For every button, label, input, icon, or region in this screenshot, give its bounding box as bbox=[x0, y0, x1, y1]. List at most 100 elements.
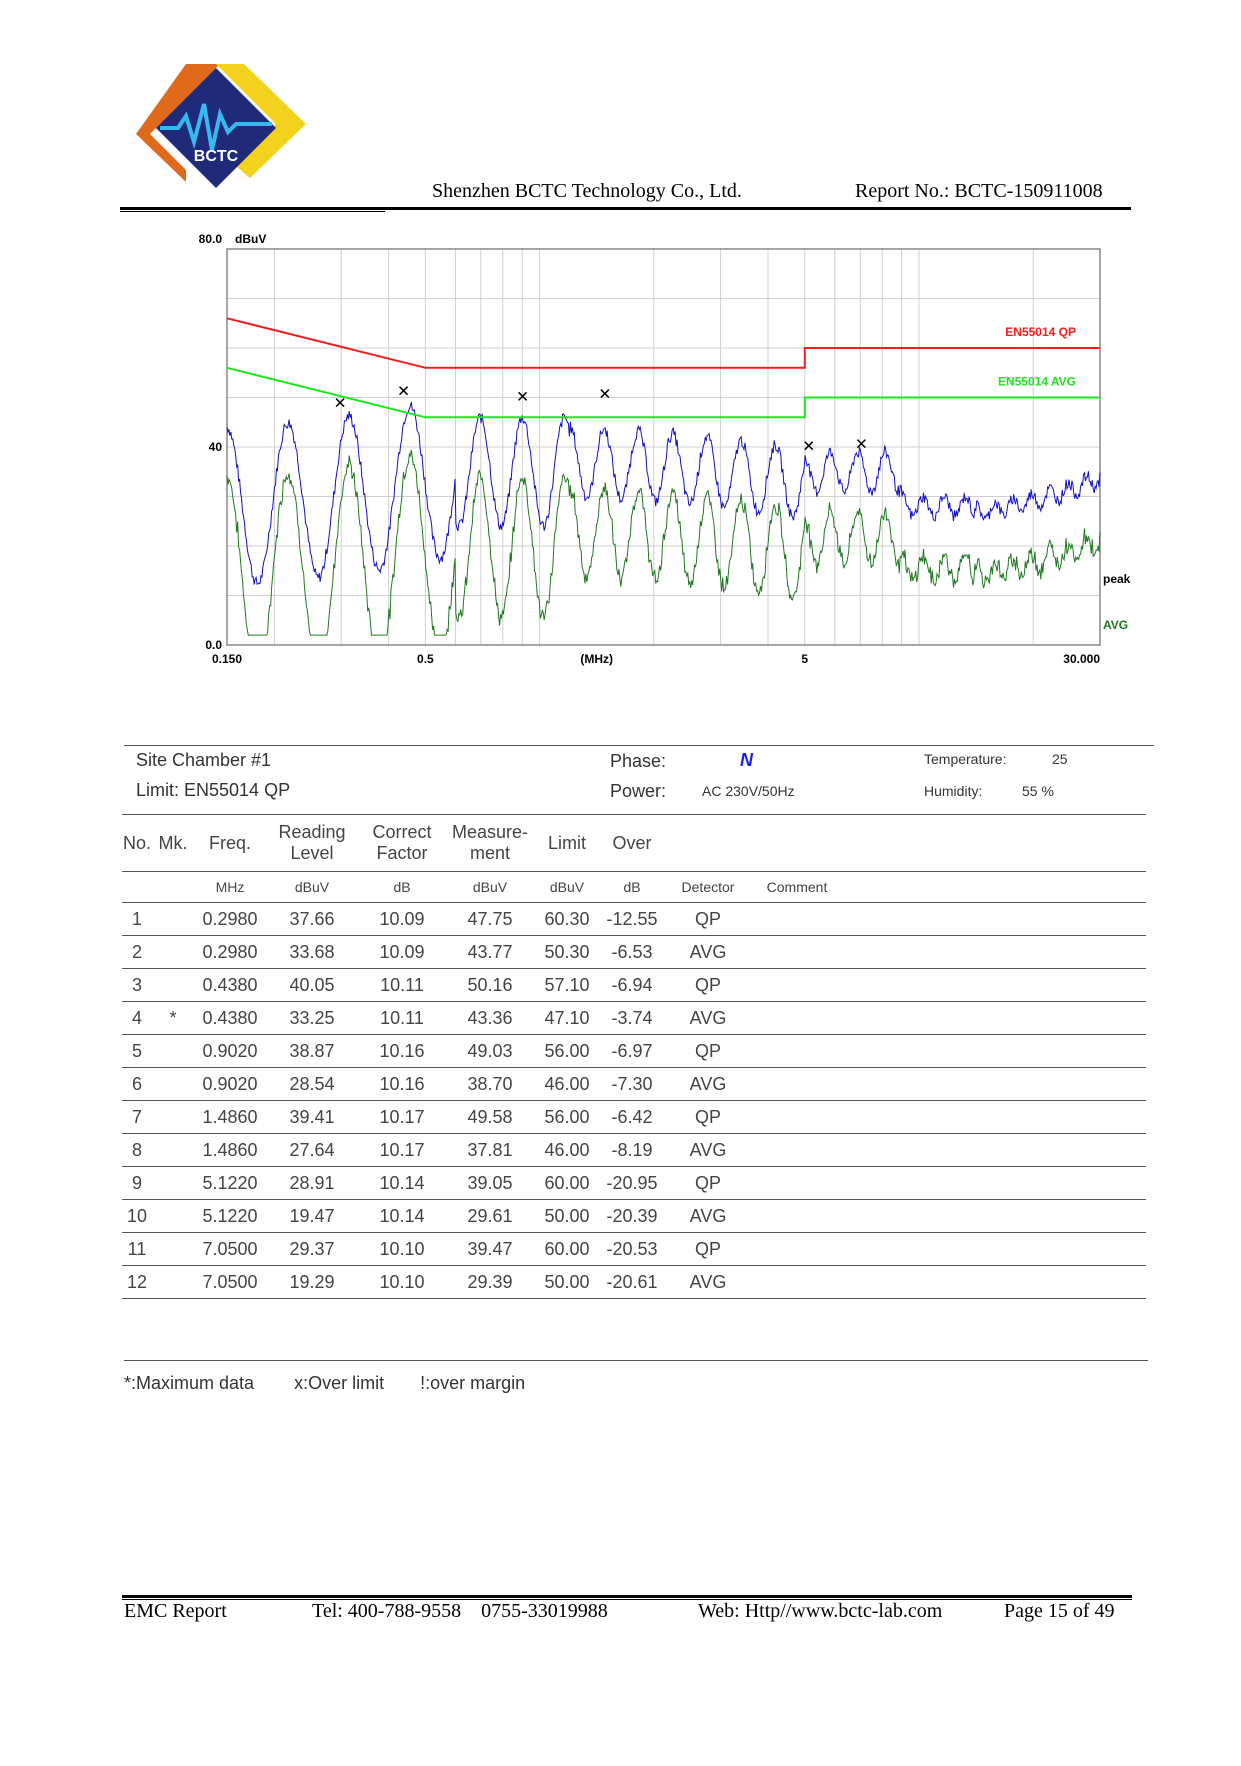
cell-comment bbox=[752, 1067, 842, 1101]
cell-over: -3.74 bbox=[600, 1001, 664, 1035]
x-tick-label: 0.5 bbox=[417, 652, 434, 666]
cell-freq: 0.4380 bbox=[194, 968, 266, 1002]
unit-over: dB bbox=[600, 871, 664, 903]
cell-measure: 39.47 bbox=[446, 1232, 534, 1266]
plot-frame bbox=[226, 248, 1101, 646]
y-tick-label: 0.0 bbox=[205, 638, 222, 652]
peak-markers bbox=[335, 386, 866, 451]
col-reading: Reading Level bbox=[278, 822, 346, 863]
chart-traces bbox=[226, 401, 1101, 636]
cell-comment bbox=[752, 1034, 842, 1068]
col-limit: Limit bbox=[547, 832, 586, 853]
cell-comment bbox=[752, 1133, 842, 1167]
cell-correct: 10.17 bbox=[358, 1133, 446, 1167]
y-tick-label: 80.0 bbox=[199, 232, 223, 246]
humidity-label: Humidity: bbox=[924, 783, 983, 799]
cell-reading: 19.47 bbox=[266, 1199, 358, 1233]
table-row: 8 1.4860 27.64 10.17 37.81 46.00 -8.19 AVG bbox=[122, 1133, 1146, 1167]
cell-mk bbox=[152, 935, 194, 969]
cell-over: -8.19 bbox=[600, 1133, 664, 1167]
cell-reading: 19.29 bbox=[266, 1265, 358, 1299]
cell-no: 9 bbox=[122, 1166, 152, 1200]
avg-limit-line bbox=[226, 366, 1100, 419]
logo-yellow-shape bbox=[216, 64, 306, 178]
cell-detector: AVG bbox=[664, 1265, 752, 1299]
peak-marker bbox=[600, 389, 610, 399]
cell-detector: QP bbox=[664, 1232, 752, 1266]
cell-limit: 57.10 bbox=[534, 968, 600, 1002]
peak-marker bbox=[399, 386, 409, 396]
cell-freq: 7.0500 bbox=[194, 1265, 266, 1299]
cell-over: -20.39 bbox=[600, 1199, 664, 1233]
cell-measure: 49.03 bbox=[446, 1034, 534, 1068]
unit-limit: dBuV bbox=[534, 871, 600, 903]
cell-measure: 29.61 bbox=[446, 1199, 534, 1233]
peak-marker bbox=[856, 439, 866, 449]
cell-reading: 29.37 bbox=[266, 1232, 358, 1266]
col-correct: Correct Factor bbox=[372, 822, 432, 863]
cell-correct: 10.14 bbox=[358, 1166, 446, 1200]
cell-correct: 10.17 bbox=[358, 1100, 446, 1134]
temperature-label: Temperature: bbox=[924, 751, 1007, 767]
cell-limit: 56.00 bbox=[534, 1034, 600, 1068]
peak-marker bbox=[804, 441, 814, 451]
col-comment: Comment bbox=[752, 871, 842, 903]
power-label: Power: bbox=[610, 781, 667, 801]
cell-limit: 46.00 bbox=[534, 1133, 600, 1167]
cell-detector: AVG bbox=[664, 1067, 752, 1101]
col-no: No. bbox=[122, 832, 151, 853]
cell-correct: 10.11 bbox=[358, 968, 446, 1002]
cell-freq: 1.4860 bbox=[194, 1133, 266, 1167]
cell-no: 12 bbox=[122, 1265, 152, 1299]
logo-text: BCTC bbox=[194, 148, 239, 165]
cell-reading: 38.87 bbox=[266, 1034, 358, 1068]
cell-correct: 10.10 bbox=[358, 1232, 446, 1266]
cell-over: -12.55 bbox=[600, 902, 664, 936]
cell-no: 11 bbox=[122, 1232, 152, 1266]
site-label: Site Chamber #1 bbox=[136, 750, 272, 770]
cell-freq: 5.1220 bbox=[194, 1166, 266, 1200]
cell-mk: * bbox=[152, 1001, 194, 1035]
cell-reading: 40.05 bbox=[266, 968, 358, 1002]
footer-title: EMC Report bbox=[124, 1600, 227, 1622]
cell-reading: 27.64 bbox=[266, 1133, 358, 1167]
cell-measure: 38.70 bbox=[446, 1067, 534, 1101]
cell-over: -6.94 bbox=[600, 968, 664, 1002]
cell-freq: 0.4380 bbox=[194, 1001, 266, 1035]
cell-comment bbox=[752, 1265, 842, 1299]
table-row: 7 1.4860 39.41 10.17 49.58 56.00 -6.42 QP bbox=[122, 1100, 1146, 1134]
cell-freq: 0.9020 bbox=[194, 1067, 266, 1101]
cell-limit: 50.00 bbox=[534, 1265, 600, 1299]
cell-limit: 46.00 bbox=[534, 1067, 600, 1101]
cell-no: 6 bbox=[122, 1067, 152, 1101]
cell-measure: 43.77 bbox=[446, 935, 534, 969]
power-value: AC 230V/50Hz bbox=[702, 783, 795, 799]
footer-rule-thin bbox=[122, 1599, 1132, 1600]
y-tick-label: 40 bbox=[209, 440, 223, 454]
cell-comment bbox=[752, 1100, 842, 1134]
table-units-row: MHz dBuV dB dBuV dBuV dB Detector Commen… bbox=[122, 871, 1146, 903]
peak-marker bbox=[335, 398, 345, 408]
notes-rule bbox=[124, 1360, 1148, 1361]
logo-orange-shape bbox=[136, 64, 220, 182]
cell-limit: 60.00 bbox=[534, 1232, 600, 1266]
col-mk: Mk. bbox=[158, 832, 188, 853]
x-unit-label: (MHz) bbox=[580, 652, 613, 666]
cell-correct: 10.09 bbox=[358, 935, 446, 969]
header-rule-thin bbox=[120, 211, 385, 212]
cell-reading: 39.41 bbox=[266, 1100, 358, 1134]
bctc-logo: BCTC bbox=[136, 64, 306, 188]
unit-reading: dBuV bbox=[266, 871, 358, 903]
col-over: Over bbox=[612, 832, 652, 853]
cell-no: 2 bbox=[122, 935, 152, 969]
cell-freq: 1.4860 bbox=[194, 1100, 266, 1134]
company-name: Shenzhen BCTC Technology Co., Ltd. bbox=[432, 180, 742, 202]
results-table: No. Mk. Freq. Reading Level Correct Factor… bbox=[122, 814, 1146, 1299]
cell-limit: 60.30 bbox=[534, 902, 600, 936]
cell-correct: 10.14 bbox=[358, 1199, 446, 1233]
cell-measure: 50.16 bbox=[446, 968, 534, 1002]
table-row: 10 5.1220 19.47 10.14 29.61 50.00 -20.39 AVG bbox=[122, 1199, 1146, 1233]
cell-detector: AVG bbox=[664, 1199, 752, 1233]
cell-limit: 60.00 bbox=[534, 1166, 600, 1200]
cell-no: 1 bbox=[122, 902, 152, 936]
